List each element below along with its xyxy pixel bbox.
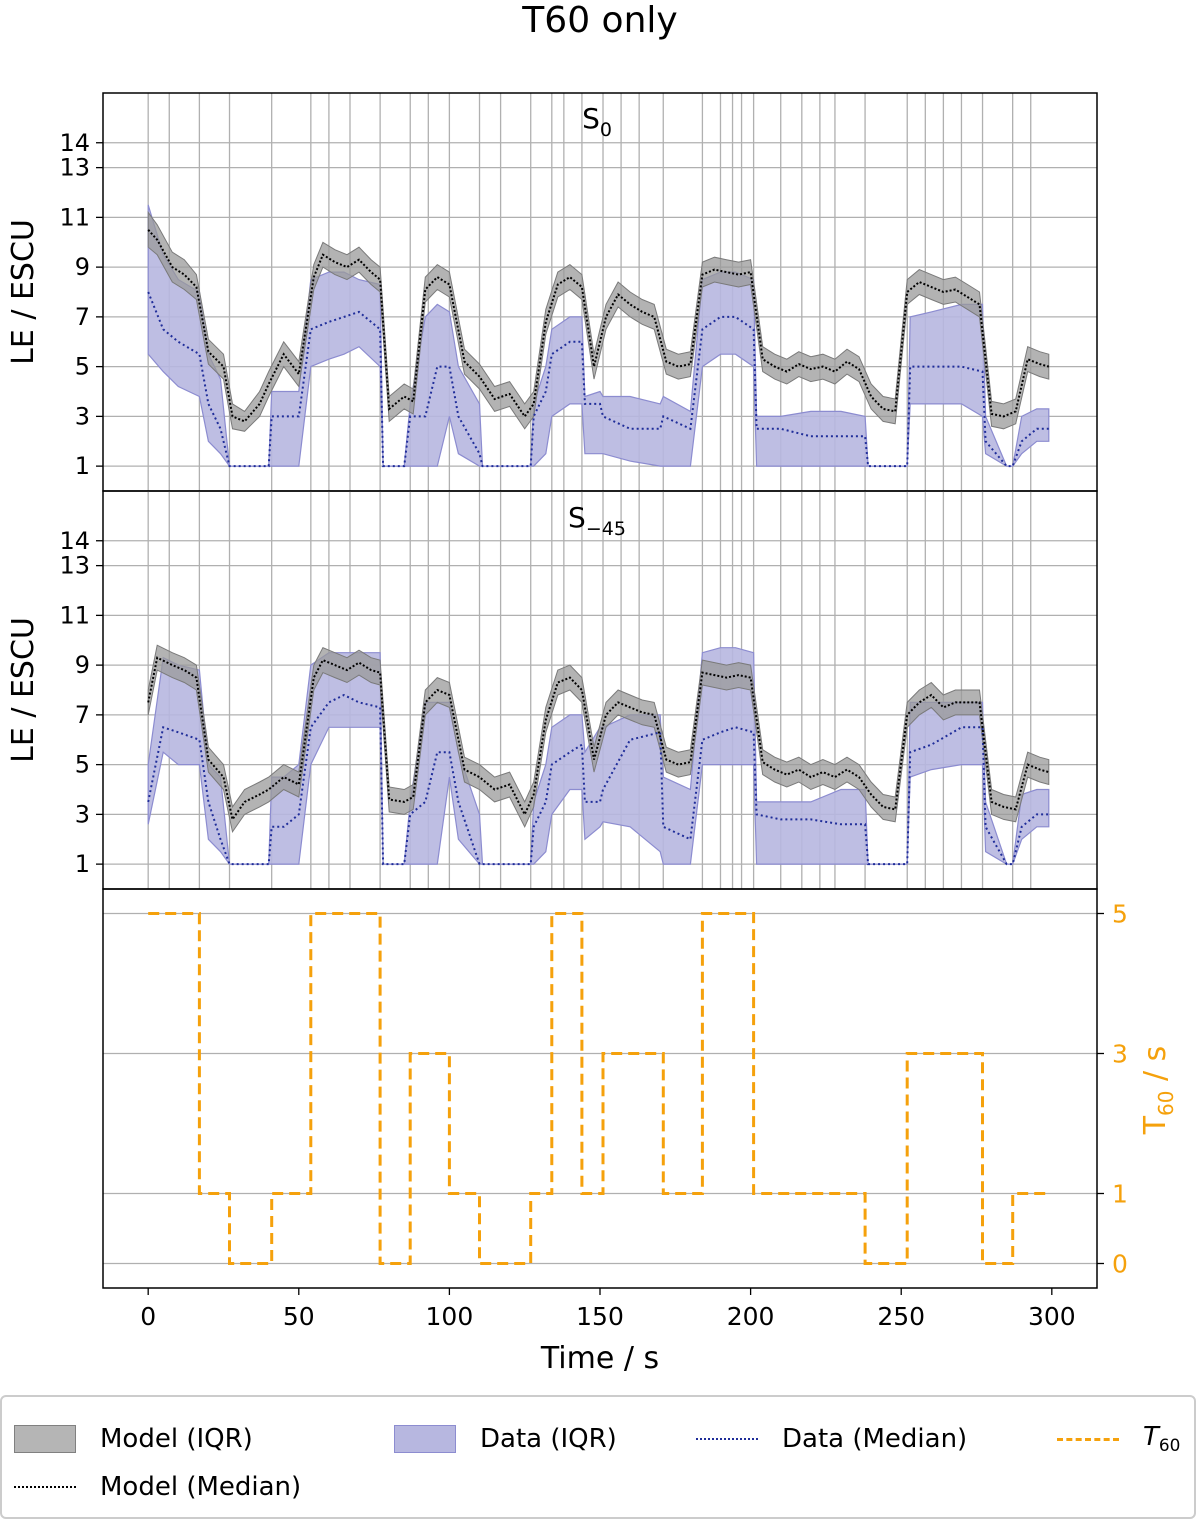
x-tick-label: 300 [1028, 1302, 1076, 1331]
panel2-subtitle: S−45 [568, 501, 626, 540]
legend-label-model-median: Model (Median) [100, 1472, 302, 1502]
model-iqr-band [147, 644, 1050, 834]
y-tick-label: 14 [59, 527, 90, 555]
panel2-ylabel: LE / ESCU [6, 617, 41, 763]
x-tick-label: 150 [576, 1302, 624, 1331]
panel1-ylabel: LE / ESCU [6, 219, 41, 365]
panel1-subtitle: S0 [582, 102, 612, 141]
model-iqr-band [147, 210, 1050, 432]
panel-frame [102, 888, 1098, 1289]
y-tick-label: 3 [75, 800, 90, 828]
legend-swatch-model-median [14, 1486, 76, 1488]
t60-line [148, 912, 1049, 1265]
legend-item-data-median: Data (Median) [696, 1419, 967, 1459]
y-tick-label: 11 [59, 203, 90, 231]
legend-label-t60: T60 [1143, 1422, 1181, 1456]
legend-item-model-iqr: Model (IQR) [14, 1419, 253, 1459]
x-tick-label: 50 [283, 1302, 315, 1331]
x-tick-label: 200 [727, 1302, 775, 1331]
y-tick-label: 14 [59, 129, 90, 157]
legend-item-model-median: Model (Median) [14, 1467, 301, 1507]
legend-label-data-iqr: Data (IQR) [480, 1424, 617, 1454]
y-tick-label-right: 3 [1112, 1040, 1128, 1069]
panel-frame [102, 490, 1098, 890]
legend-swatch-data-iqr [394, 1425, 456, 1453]
y-tick-label: 9 [75, 651, 90, 679]
x-axis-label: Time / s [540, 1341, 659, 1376]
x-tick-label: 250 [877, 1302, 925, 1331]
legend-label-data-median: Data (Median) [782, 1424, 968, 1454]
data-median-line [147, 291, 1049, 468]
panel3-ylabel-right: T60 / s [1138, 1046, 1178, 1136]
y-tick-label: 11 [59, 601, 90, 629]
y-tick-label-right: 0 [1112, 1250, 1128, 1279]
legend-swatch-t60 [1057, 1437, 1119, 1441]
legend-item-t60: T60 [1057, 1419, 1180, 1459]
y-tick-label: 13 [59, 552, 90, 580]
y-tick-label: 5 [75, 353, 90, 381]
y-tick-label: 7 [75, 701, 90, 729]
y-tick-label: 7 [75, 303, 90, 331]
y-tick-label: 13 [59, 154, 90, 182]
legend: Model (IQR) Data (IQR) Data (Median) T60… [0, 1395, 1196, 1519]
legend-swatch-model-iqr [14, 1425, 76, 1453]
legend-label-model-iqr: Model (IQR) [100, 1424, 253, 1454]
y-tick-label-right: 1 [1112, 1180, 1128, 1209]
y-tick-label: 3 [75, 402, 90, 430]
legend-item-data-iqr: Data (IQR) [394, 1419, 617, 1459]
x-tick-label: 0 [140, 1302, 156, 1331]
y-tick-label: 1 [75, 452, 90, 480]
y-tick-label-right: 5 [1112, 900, 1128, 929]
data-median-line [147, 693, 1049, 866]
y-tick-label: 9 [75, 253, 90, 281]
page-title: T60 only [522, 0, 678, 41]
y-tick-label: 1 [75, 850, 90, 878]
legend-swatch-data-median [696, 1438, 758, 1440]
data-iqr-band [147, 204, 1050, 467]
x-tick-label: 100 [426, 1302, 474, 1331]
y-tick-label: 5 [75, 751, 90, 779]
